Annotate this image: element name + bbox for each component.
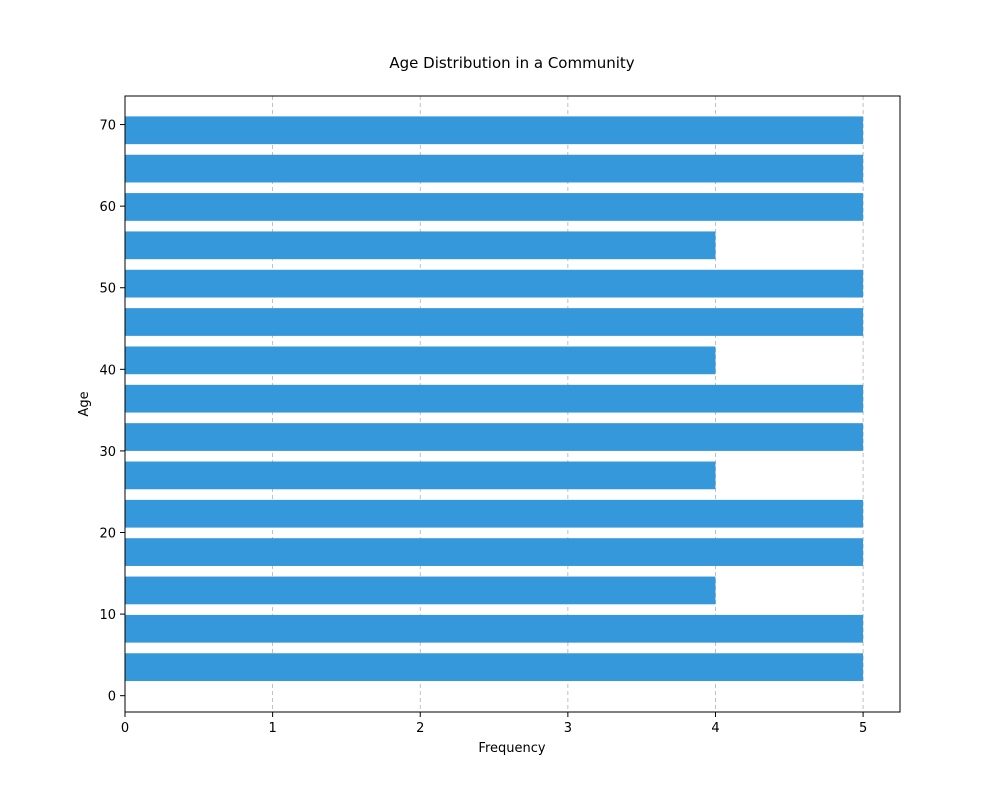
y-tick-label-3: 30: [99, 445, 116, 460]
x-axis-ticks: 0 1 2 3 4 5: [121, 712, 867, 736]
bar-6: [125, 423, 864, 451]
axes-frame: [124, 95, 901, 713]
x-tick-label-3: 3: [564, 721, 572, 736]
bar-4: [125, 499, 864, 528]
bar-3: [125, 538, 864, 566]
y-tick-label-7: 70: [99, 119, 116, 134]
x-tick-label-5: 5: [859, 721, 867, 736]
x-tick-label-2: 2: [416, 721, 424, 736]
bar-13: [125, 154, 864, 183]
bars: [125, 116, 864, 681]
bar-9: [125, 308, 864, 336]
bar-14: [125, 116, 864, 145]
bar-7: [125, 384, 864, 413]
y-axis-ticks: 0 10 20 30 40 50 60 70: [99, 119, 125, 705]
bar-8: [125, 346, 716, 375]
y-tick-label-5: 50: [99, 282, 116, 297]
bar-12: [125, 193, 864, 221]
x-tick-label-4: 4: [711, 721, 719, 736]
y-axis-label: Age: [77, 391, 92, 416]
y-tick-label-6: 60: [99, 200, 116, 215]
y-tick-label-4: 40: [99, 363, 116, 378]
x-tick-label-1: 1: [268, 721, 276, 736]
bar-11: [125, 231, 716, 260]
x-tick-label-0: 0: [121, 721, 129, 736]
y-tick-label-1: 10: [99, 608, 116, 623]
chart-title: Age Distribution in a Community: [389, 54, 634, 72]
bar-2: [125, 576, 716, 605]
y-tick-label-0: 0: [108, 690, 116, 705]
bar-1: [125, 614, 864, 643]
bar-5: [125, 461, 716, 490]
x-axis-label: Frequency: [478, 741, 545, 756]
bar-10: [125, 269, 864, 298]
y-tick-label-2: 20: [99, 527, 116, 542]
bar-0: [125, 653, 864, 681]
